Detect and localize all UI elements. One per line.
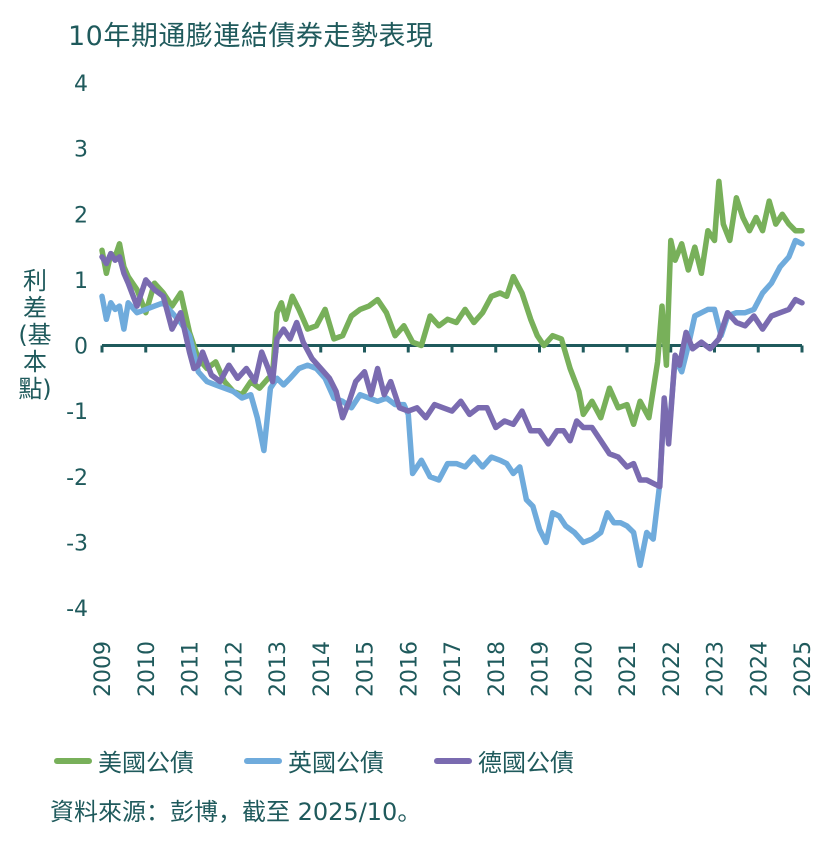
x-tick-label: 2015 (354, 641, 379, 697)
x-tick-label: 2016 (397, 641, 422, 697)
series-line-us (99, 178, 805, 428)
legend-item-uk[interactable]: 英國公債 (244, 743, 384, 778)
x-tick-label: 2017 (441, 641, 466, 697)
y-axis-label-char: 本 (23, 348, 47, 376)
x-tick-label: 2011 (179, 641, 204, 697)
legend-item-de[interactable]: 德國公債 (434, 743, 574, 778)
series-line-de (99, 250, 805, 490)
x-tick-label: 2023 (704, 641, 729, 697)
legend-label-us: 美國公債 (98, 749, 194, 777)
legend: 美國公債 英國公債 德國公債 (54, 743, 624, 778)
x-tick-label: 2024 (747, 641, 772, 697)
x-tick-label: 2022 (660, 641, 685, 697)
source-note: 資料來源：彭博，截至 2025/10。 (50, 798, 422, 826)
y-axis-label-char: 差 (23, 294, 47, 322)
x-tick-label: 2020 (572, 641, 597, 697)
x-tick-label: 2009 (91, 641, 116, 697)
x-tick-label: 2010 (135, 641, 160, 697)
legend-swatch-de (434, 757, 472, 764)
x-tick-label: 2014 (310, 641, 335, 697)
legend-swatch-uk (244, 757, 282, 764)
y-axis-ticks: 4 3 2 1 0 -1 -2 -3 -4 (66, 72, 88, 622)
legend-swatch-us (54, 757, 92, 764)
series-line-uk (99, 237, 805, 569)
y-tick-label: -1 (66, 400, 88, 425)
y-tick-label: 0 (74, 335, 88, 360)
y-tick-label: 1 (74, 269, 88, 294)
chart-title: 10年期通膨連結債券走勢表現 (68, 21, 434, 52)
y-tick-label: 4 (74, 72, 88, 97)
legend-label-uk: 英國公債 (288, 749, 384, 777)
y-axis-label-char: 點) (18, 375, 52, 403)
y-tick-label: 3 (74, 138, 88, 163)
series-lines (99, 178, 805, 569)
y-axis-label-char: (基 (18, 321, 52, 349)
x-tick-label: 2013 (266, 641, 291, 697)
x-tick-label: 2018 (485, 641, 510, 697)
x-axis-tick-labels: 2009 2010 2011 2012 2013 2014 2015 2016 2017 2018… (91, 641, 816, 697)
y-axis-label-char: 利 (23, 267, 47, 295)
y-tick-label: -4 (66, 597, 88, 622)
legend-label-de: 德國公債 (478, 749, 574, 777)
x-tick-label: 2025 (791, 641, 816, 697)
y-tick-label: -3 (66, 531, 88, 556)
y-tick-label: -2 (66, 466, 88, 491)
x-tick-label: 2019 (529, 641, 554, 697)
y-axis-label: 利 差 (基 本 點) (18, 268, 52, 403)
x-tick-label: 2021 (616, 641, 641, 697)
x-tick-label: 2012 (222, 641, 247, 697)
legend-item-us[interactable]: 美國公債 (54, 743, 194, 778)
y-tick-label: 2 (74, 203, 88, 228)
